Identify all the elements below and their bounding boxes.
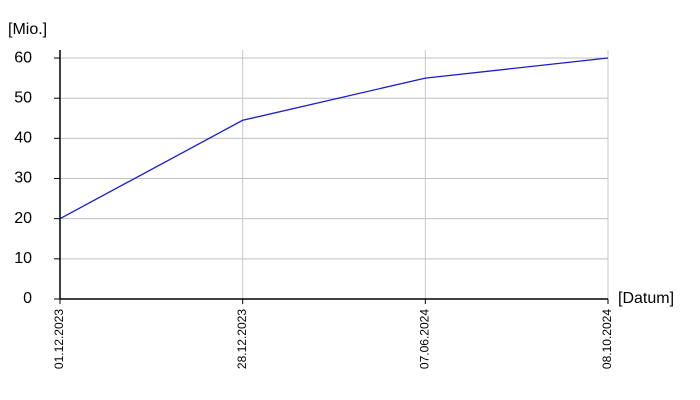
y-tick-label: 60 (14, 49, 32, 66)
x-tick-label: 01.12.2023 (52, 309, 66, 369)
y-tick-label: 30 (14, 170, 32, 187)
x-tick-label: 08.10.2024 (600, 309, 614, 369)
y-tick-label: 20 (14, 210, 32, 227)
y-tick-label: 10 (14, 250, 32, 267)
y-tick-label: 40 (14, 130, 32, 147)
y-tick-label: 50 (14, 89, 32, 106)
y-tick-label: 0 (23, 290, 32, 307)
data-line (59, 57, 609, 220)
x-tick-label: 28.12.2023 (235, 309, 249, 369)
y-axis-label: [Mio.] (8, 21, 47, 38)
x-axis-label: [Datum] (618, 290, 674, 307)
x-tick-label: 07.06.2024 (418, 309, 432, 369)
